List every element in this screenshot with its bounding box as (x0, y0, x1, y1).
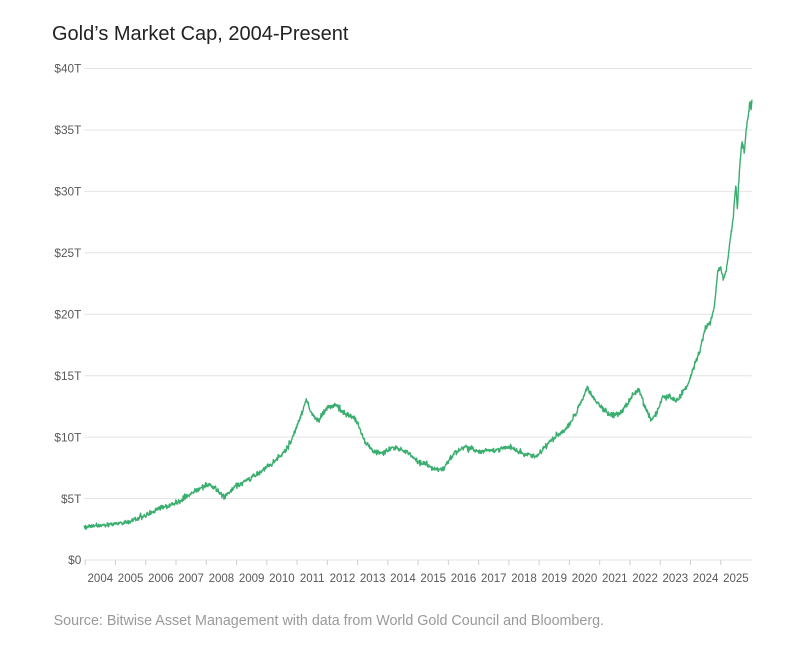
svg-text:2005: 2005 (118, 573, 144, 585)
svg-text:$25T: $25T (54, 246, 81, 260)
svg-text:2006: 2006 (148, 573, 174, 585)
svg-text:2016: 2016 (451, 573, 477, 585)
svg-text:2009: 2009 (239, 573, 265, 585)
svg-text:$40T: $40T (54, 62, 81, 76)
svg-text:2012: 2012 (330, 573, 356, 585)
svg-text:$20T: $20T (54, 307, 81, 321)
svg-text:$0: $0 (68, 553, 82, 567)
svg-text:2021: 2021 (602, 573, 628, 585)
svg-text:2008: 2008 (209, 573, 235, 585)
svg-text:2020: 2020 (572, 573, 598, 585)
svg-text:$5T: $5T (61, 492, 81, 506)
svg-text:2011: 2011 (300, 573, 325, 585)
svg-text:2019: 2019 (541, 573, 567, 585)
svg-text:2013: 2013 (360, 573, 386, 585)
svg-text:2017: 2017 (481, 573, 507, 585)
svg-text:2015: 2015 (420, 573, 446, 585)
svg-text:2010: 2010 (269, 573, 295, 585)
svg-text:$35T: $35T (54, 123, 81, 137)
svg-text:2023: 2023 (663, 573, 689, 585)
svg-text:2025: 2025 (723, 573, 749, 585)
svg-text:2024: 2024 (693, 573, 719, 585)
svg-text:2022: 2022 (632, 573, 658, 585)
svg-text:$15T: $15T (54, 369, 81, 383)
svg-text:2014: 2014 (390, 573, 416, 585)
svg-text:$30T: $30T (54, 185, 81, 199)
svg-text:2018: 2018 (511, 573, 537, 585)
svg-text:$10T: $10T (54, 430, 81, 444)
svg-text:2007: 2007 (178, 573, 204, 585)
svg-text:2004: 2004 (88, 573, 114, 585)
